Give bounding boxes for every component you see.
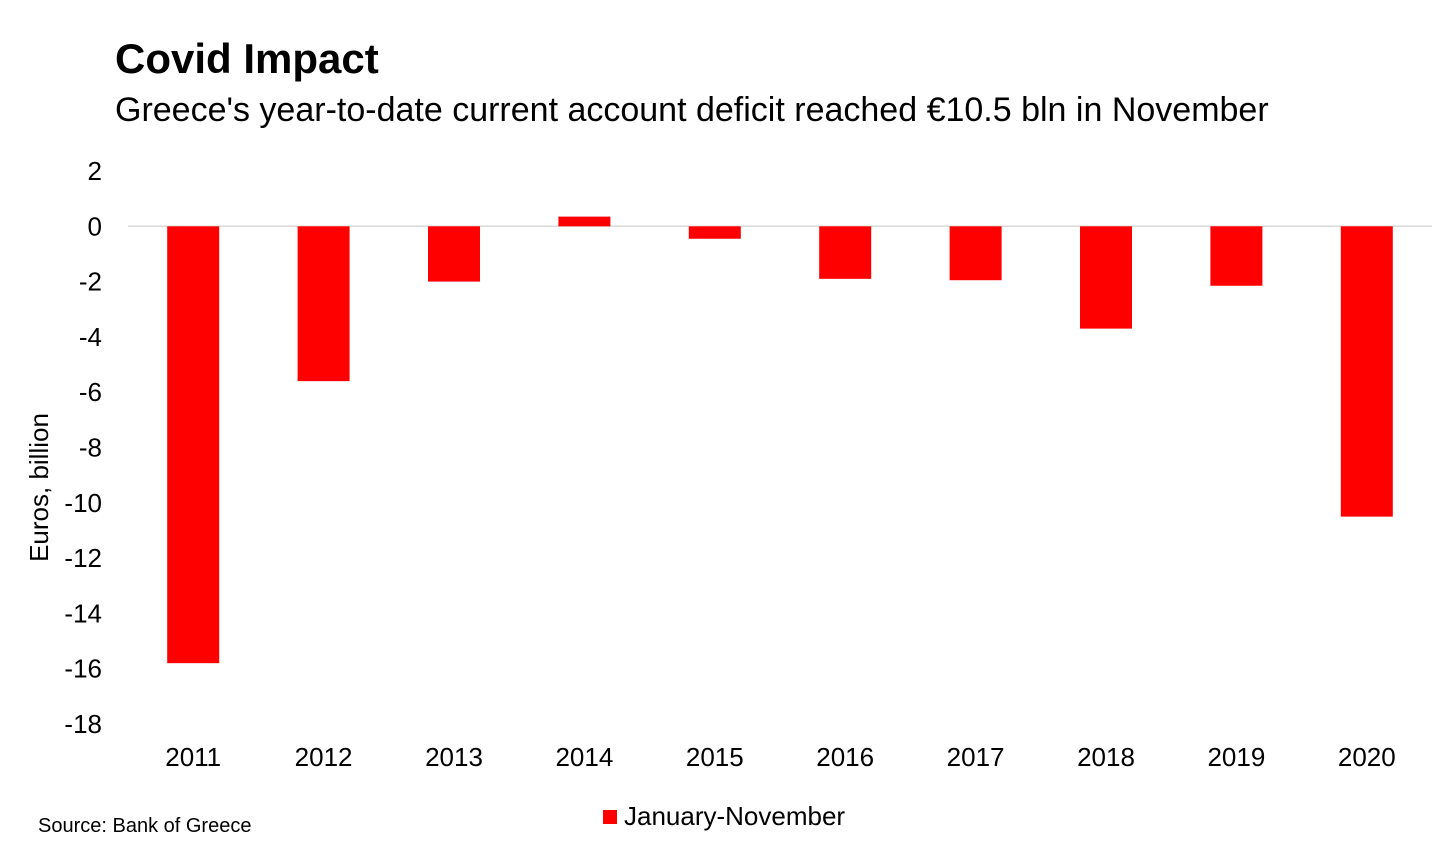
y-axis-title: Euros, billion bbox=[24, 413, 54, 562]
x-tick-label: 2015 bbox=[686, 742, 744, 772]
bar-2014 bbox=[558, 216, 611, 227]
legend-label: January-November bbox=[624, 801, 845, 831]
x-tick-label: 2019 bbox=[1207, 742, 1265, 772]
bar-2011 bbox=[167, 226, 220, 664]
x-tick-label: 2020 bbox=[1338, 742, 1396, 772]
x-tick-label: 2013 bbox=[425, 742, 483, 772]
y-tick-label: 2 bbox=[88, 156, 102, 186]
y-tick-label: -6 bbox=[79, 377, 102, 407]
legend: January-November bbox=[603, 801, 845, 831]
x-tick-label: 2014 bbox=[555, 742, 613, 772]
bar-2013 bbox=[428, 226, 480, 282]
y-tick-label: 0 bbox=[88, 211, 102, 241]
bar-2015 bbox=[688, 226, 741, 239]
bars bbox=[167, 216, 1393, 664]
source-note: Source: Bank of Greece bbox=[38, 815, 252, 837]
x-tick-label: 2018 bbox=[1077, 742, 1135, 772]
chart-title: Covid Impact bbox=[115, 35, 379, 82]
x-tick-label: 2017 bbox=[947, 742, 1005, 772]
bar-2018 bbox=[1080, 226, 1132, 329]
y-tick-label: -8 bbox=[79, 433, 102, 463]
bar-2012 bbox=[297, 226, 350, 382]
x-tick-label: 2012 bbox=[295, 742, 353, 772]
bar-2016 bbox=[819, 226, 872, 279]
y-tick-label: -2 bbox=[79, 267, 102, 297]
bar-2020 bbox=[1340, 226, 1393, 517]
y-tick-label: -18 bbox=[64, 709, 102, 739]
bar-2019 bbox=[1210, 226, 1263, 286]
x-tick-label: 2011 bbox=[165, 742, 221, 772]
chart-subtitle: Greece's year-to-date current account de… bbox=[115, 91, 1269, 129]
x-tick-label: 2016 bbox=[816, 742, 874, 772]
bar-2017 bbox=[949, 226, 1002, 281]
y-tick-label: -12 bbox=[64, 543, 102, 573]
legend-swatch bbox=[603, 810, 617, 824]
y-tick-label: -14 bbox=[64, 598, 102, 628]
y-axis-ticks: 2 0 -2 -4 -6 -8 -10 -12 -14 -16 -18 bbox=[64, 156, 102, 739]
y-tick-label: -16 bbox=[64, 654, 102, 684]
y-tick-label: -4 bbox=[79, 322, 102, 352]
y-tick-label: -10 bbox=[64, 488, 102, 518]
x-axis-ticks: 2011 2012 2013 2014 2015 2016 2017 2018 2019 2020 bbox=[165, 742, 1395, 772]
